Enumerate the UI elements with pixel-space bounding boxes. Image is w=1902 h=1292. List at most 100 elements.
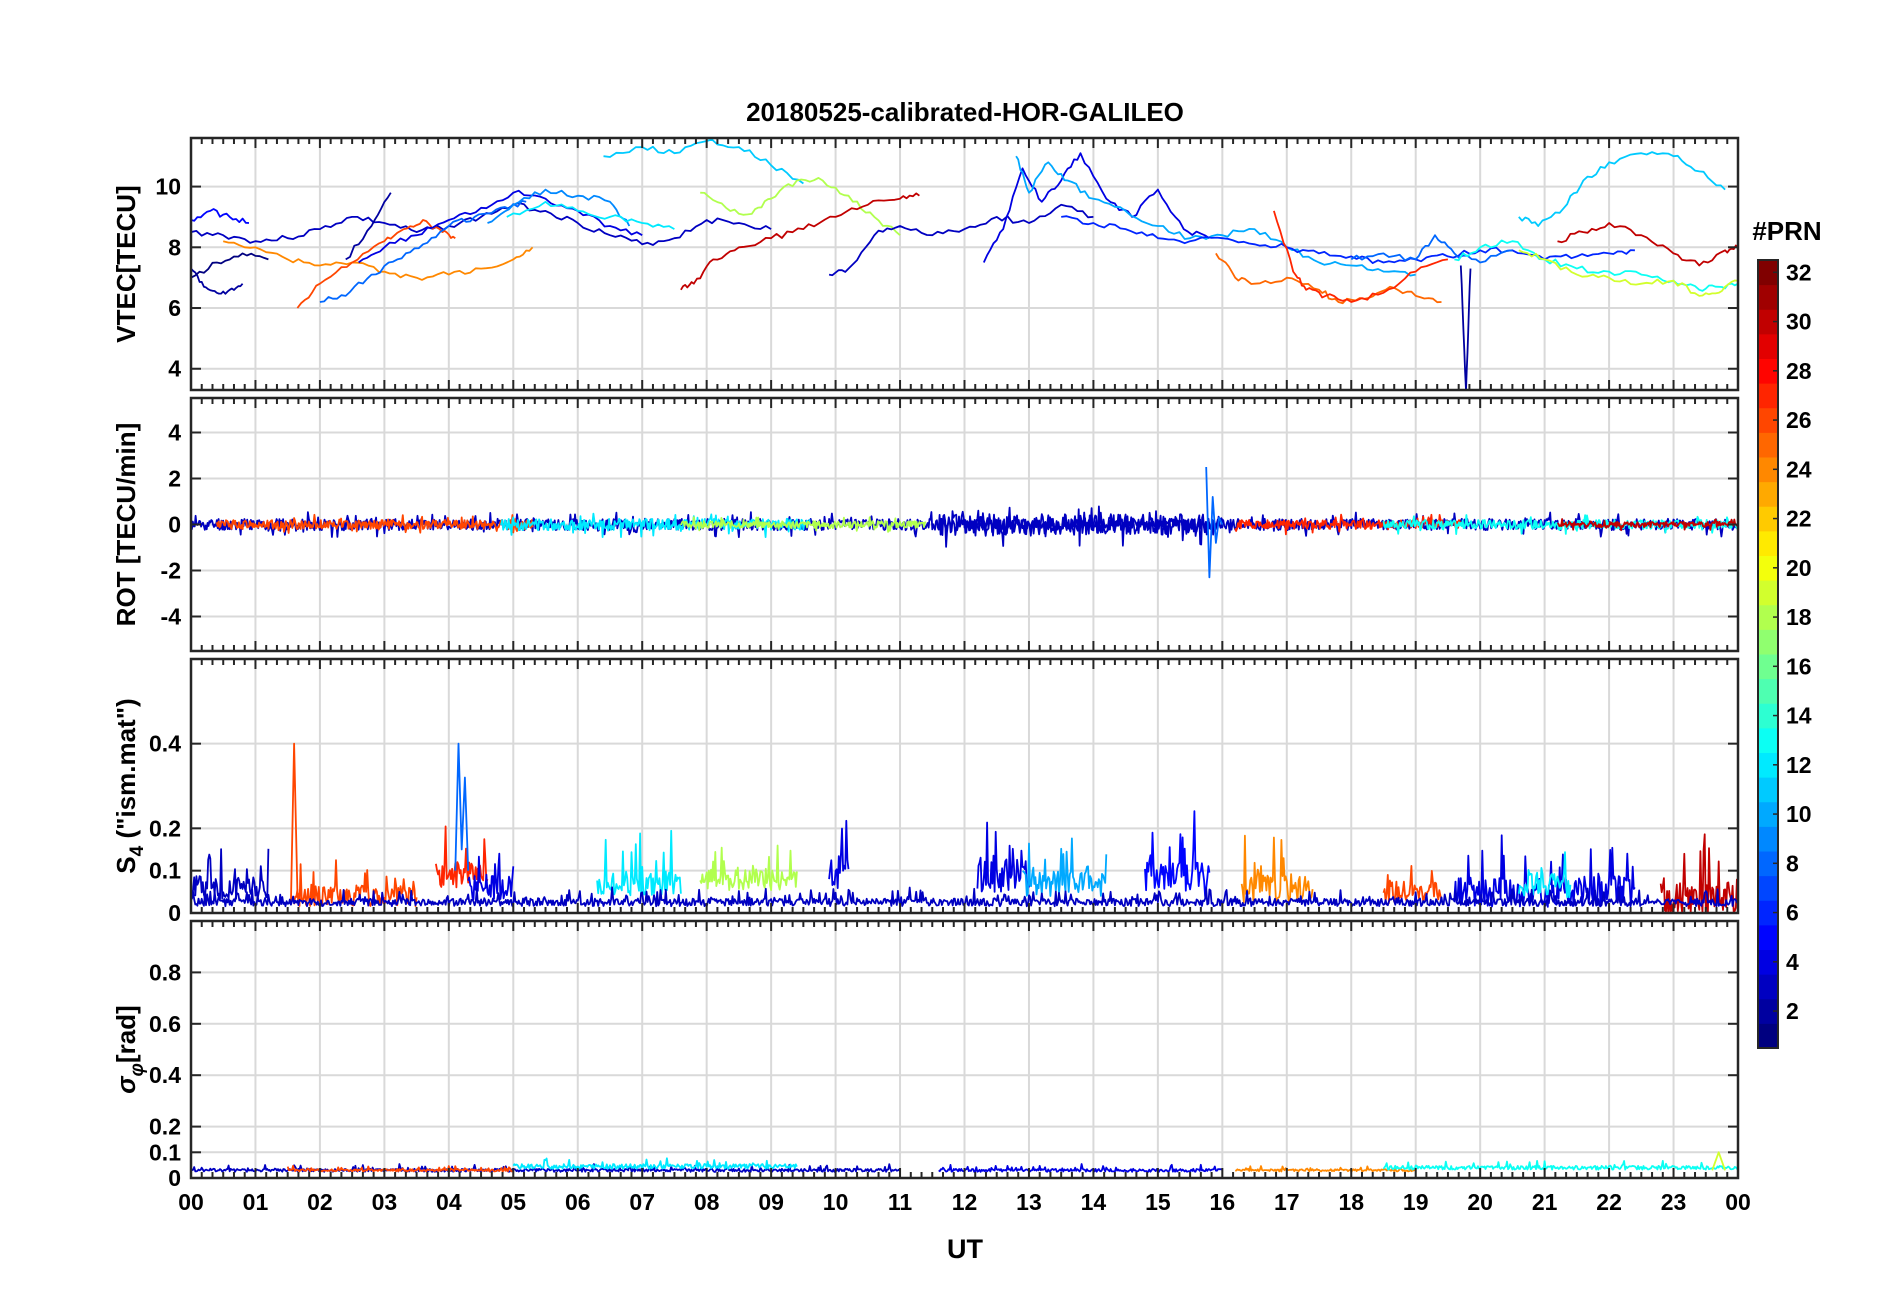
colorbar-tick-label: 16 — [1786, 653, 1812, 679]
series-prn-4 — [358, 189, 643, 264]
colorbar-tick-label: 24 — [1786, 456, 1812, 482]
y-tick-label: 0.1 — [149, 858, 181, 884]
series-prn-12 — [1517, 851, 1572, 899]
x-tick-label: 13 — [1016, 1189, 1042, 1215]
x-tick-label: 18 — [1338, 1189, 1364, 1215]
series-prn-1 — [191, 252, 269, 279]
colorbar-band — [1758, 924, 1778, 950]
colorbar-tick-label: 10 — [1786, 801, 1812, 827]
series-prn-26 — [215, 513, 534, 534]
x-tick-label: 04 — [436, 1189, 462, 1215]
series-prn-26 — [293, 859, 418, 907]
y-tick-label: 8 — [168, 234, 181, 260]
colorbar-band — [1758, 260, 1778, 286]
colorbar-frame — [1757, 259, 1779, 1049]
y-tick-label: 0 — [168, 1165, 181, 1191]
axis-ticks — [190, 398, 1739, 651]
y-tick-label: -2 — [161, 558, 181, 584]
x-tick-label: 08 — [694, 1189, 720, 1215]
x-axis-label: UT — [947, 1234, 983, 1264]
x-tick-label: 15 — [1145, 1189, 1171, 1215]
series-prn-8 — [319, 199, 527, 303]
series-prn-3 — [828, 203, 1094, 277]
series-prn-30 — [680, 192, 920, 291]
colorbar-tick-label: 14 — [1786, 703, 1812, 729]
colorbar-band — [1758, 703, 1778, 729]
y-tick-label: 0.2 — [149, 1114, 181, 1140]
series-prn-30 — [1659, 833, 1738, 913]
x-tick-label: 03 — [372, 1189, 398, 1215]
x-tick-label: 06 — [565, 1189, 591, 1215]
x-tick-label: 00 — [178, 1189, 204, 1215]
series-prn-5 — [191, 208, 250, 224]
series-prn-4 — [467, 852, 515, 901]
series-prn-10 — [1015, 155, 1416, 277]
series-group — [191, 1151, 1738, 1173]
series-prn-24 — [1240, 834, 1314, 904]
colorbar-band — [1758, 432, 1778, 458]
colorbar-band — [1758, 481, 1778, 507]
grid — [191, 921, 1738, 1178]
x-tick-label: 10 — [823, 1189, 849, 1215]
series-prn-30 — [1556, 518, 1738, 532]
colorbar-band — [1758, 974, 1778, 1000]
colorbar-tick-label: 30 — [1786, 309, 1812, 335]
colorbar-tick-label: 8 — [1786, 850, 1799, 876]
y-axis-label: σφ[rad] — [111, 1005, 148, 1093]
series-prn-5 — [1144, 810, 1211, 898]
x-tick-label: 05 — [500, 1189, 526, 1215]
colorbar-band — [1758, 629, 1778, 655]
colorbar-band — [1758, 358, 1778, 384]
axis-ticks — [190, 138, 1739, 390]
series-prn-11 — [603, 138, 804, 185]
x-tick-label: 12 — [952, 1189, 978, 1215]
colorbar-band — [1758, 875, 1778, 901]
x-tick-label: 23 — [1661, 1189, 1687, 1215]
colorbar-tick-label: 18 — [1786, 604, 1812, 630]
y-tick-label: 10 — [155, 174, 181, 200]
colorbar-tick-label: 2 — [1786, 998, 1799, 1024]
colorbar-tick-label: 6 — [1786, 900, 1799, 926]
series-prn-18 — [699, 844, 798, 891]
series-prn-27 — [1234, 513, 1462, 536]
series-prn-24 — [1235, 1165, 1417, 1173]
y-axis-label: ROT [TECU/min] — [111, 423, 141, 627]
colorbar-band — [1758, 752, 1778, 778]
panel-3: 0 0.1 0.2 0.4S4 ("ism.mat") — [111, 657, 1740, 926]
colorbar-band — [1758, 826, 1778, 852]
y-tick-label: 6 — [168, 295, 181, 321]
y-tick-label: 4 — [168, 420, 181, 446]
y-axis-label: VTEC[TECU] — [111, 185, 141, 342]
x-tick-label: 20 — [1467, 1189, 1493, 1215]
colorbar-band — [1758, 777, 1778, 803]
series-prn-4 — [976, 821, 1030, 893]
x-tick-label: 22 — [1596, 1189, 1622, 1215]
series-prn-8 — [454, 742, 470, 871]
series-prn-2 — [345, 192, 392, 261]
series-prn-8 — [1350, 234, 1513, 264]
series-prn-8 — [1205, 466, 1224, 579]
series-prn-2 — [191, 267, 244, 295]
series-prn-25 — [1215, 252, 1442, 305]
x-tick-label: 09 — [758, 1189, 784, 1215]
axis-ticks — [190, 921, 1739, 1179]
x-tick-label: 19 — [1403, 1189, 1429, 1215]
series-prn-3 — [937, 505, 1224, 548]
figure-title: 20180525-calibrated-HOR-GALILEO — [746, 97, 1184, 127]
y-tick-label: -4 — [161, 604, 182, 630]
series-prn-4 — [938, 1163, 1223, 1173]
colorbar-band — [1758, 604, 1778, 630]
panel-1: 4 6 8 10 VTEC[TECU] — [111, 136, 1740, 392]
colorbar-band — [1758, 333, 1778, 359]
colorbar-tick-label: 12 — [1786, 752, 1812, 778]
colorbar-tick-label: 20 — [1786, 555, 1812, 581]
colorbar-tick-label: 26 — [1786, 407, 1812, 433]
x-tick-label: 00 — [1725, 1189, 1751, 1215]
series-prn-13 — [1382, 1160, 1738, 1171]
series-prn-26 — [296, 219, 456, 309]
colorbar-band — [1758, 678, 1778, 704]
colorbar-band — [1758, 900, 1778, 926]
